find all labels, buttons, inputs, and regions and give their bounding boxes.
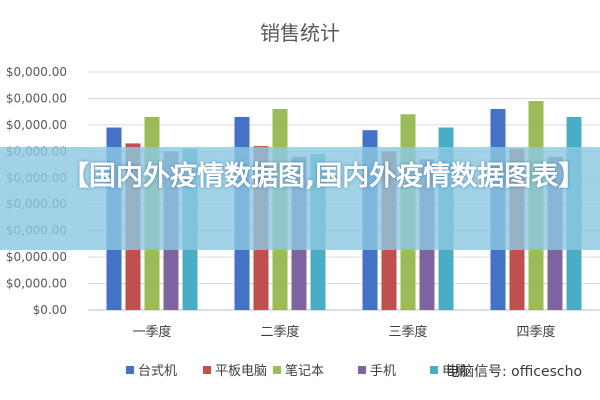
legend-label: 台式机 — [138, 364, 177, 379]
legend-swatch — [273, 366, 281, 374]
x-category-label: 四季度 — [516, 324, 555, 340]
legend-swatch — [358, 366, 366, 374]
y-tick-label: $0,000.00 — [6, 118, 67, 132]
y-tick-label: $0,000.00 — [6, 250, 67, 264]
legend-label: 笔记本 — [285, 363, 324, 379]
watermark-text: 电脑信号: officescho — [446, 364, 582, 380]
y-tick-label: $0,000.00 — [6, 91, 67, 105]
x-category-label: 二季度 — [260, 324, 299, 340]
x-category-label: 一季度 — [132, 324, 171, 340]
legend: 台式机 平板电脑 笔记本 手机 电脑 — [126, 363, 468, 379]
legend-label: 电脑 — [442, 364, 468, 379]
y-tick-label: $0,000.00 — [6, 65, 67, 79]
legend-label: 手机 — [370, 364, 396, 379]
x-category-label: 三季度 — [388, 324, 427, 340]
legend-label: 平板电脑 — [215, 364, 267, 379]
legend-swatch — [203, 366, 211, 374]
overlay-banner: 【国内外疫情数据图,国内外疫情数据图表】 — [0, 147, 600, 250]
banner-text: 【国内外疫情数据图,国内外疫情数据图表】 — [62, 161, 586, 192]
y-tick-label: $0,000.00 — [6, 277, 67, 291]
legend-swatch — [430, 366, 438, 374]
legend-swatch — [126, 366, 134, 374]
chart-title: 销售统计 — [260, 21, 340, 45]
y-tick-label: $0.00 — [33, 303, 67, 317]
x-axis-labels: 一季度 二季度 三季度 四季度 — [132, 324, 555, 340]
